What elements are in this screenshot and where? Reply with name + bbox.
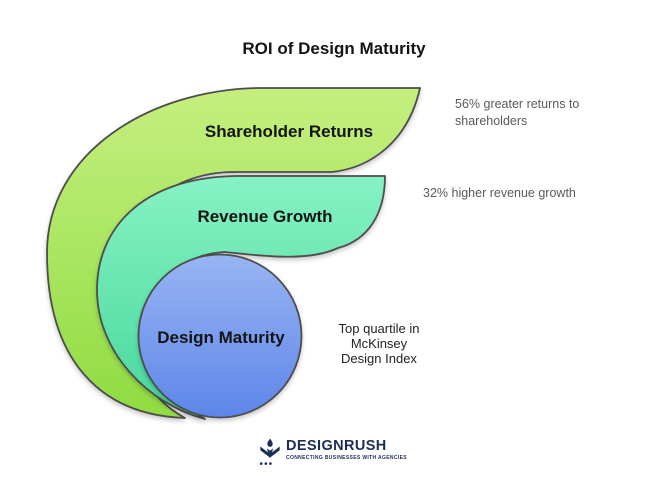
design-maturity-shape xyxy=(137,253,303,419)
ring-label-shareholder-returns: Shareholder Returns xyxy=(204,122,374,141)
ring-label-design-maturity: Design Maturity xyxy=(157,328,285,347)
brand-name: DESIGNRUSH xyxy=(286,438,387,454)
chart-title: ROI of Design Maturity xyxy=(242,39,426,58)
annotation-shareholder-returns: 56% greater returns to shareholders xyxy=(455,97,580,128)
brand-logo: DESIGNRUSH CONNECTING BUSINESSES WITH AG… xyxy=(258,438,407,467)
annotation-design-maturity: Top quartile in McKinsey Design Index xyxy=(338,321,420,366)
brand-tagline: CONNECTING BUSINESSES WITH AGENCIES xyxy=(286,455,407,461)
brand-text-block: DESIGNRUSH CONNECTING BUSINESSES WITH AG… xyxy=(286,438,407,461)
annotation-revenue-growth: 32% higher revenue growth xyxy=(423,186,576,200)
shareholder-returns-shape xyxy=(46,87,421,419)
designrush-torch-icon xyxy=(259,438,280,465)
ring-label-revenue-growth: Revenue Growth xyxy=(197,207,333,226)
